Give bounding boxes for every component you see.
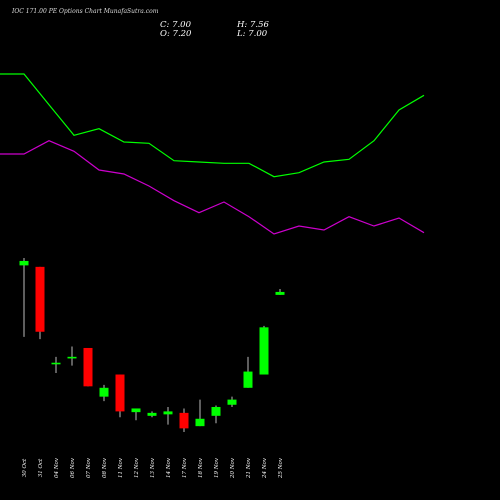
candle-body-up [163,411,173,415]
candle-body-down [35,266,45,332]
candle-body-up [227,399,237,405]
x-axis-ticks: 30 Oct 31 Oct 04 Nov 06 Nov 07 Nov 08 Nov 11 N… [22,457,284,479]
ma-long-line [0,140,425,235]
candle [195,399,205,427]
close-value: C: 7.00 [160,20,191,30]
low-value: L: 7.00 [237,29,268,39]
x-tick-label: 14 Nov [166,457,172,478]
candle-body-down [179,412,189,429]
candle [163,406,173,425]
moving-averages [0,73,425,235]
candle-body-up [243,371,253,388]
x-tick-label: 07 Nov [86,457,92,478]
x-tick-label: 11 Nov [118,457,124,478]
x-tick-label: 30 Oct [22,458,28,477]
x-tick-label: 31 Oct [38,458,44,477]
candle [259,325,269,375]
candle [211,405,221,424]
candle [179,408,189,433]
x-tick-label: 18 Nov [198,457,204,478]
candle [99,384,109,402]
candle-body-up [99,387,109,397]
x-tick-label: 19 Nov [214,457,220,478]
x-tick-label: 08 Nov [102,457,108,478]
ma-short-line [0,73,425,178]
candle-body-up [275,291,285,295]
candle [67,346,77,366]
candle-body-up [51,362,61,365]
x-tick-label: 21 Nov [246,457,252,479]
candle [275,288,285,295]
x-tick-label: 17 Nov [182,457,188,478]
candles [19,258,285,433]
high-value: H: 7.56 [237,20,269,30]
x-tick-label: 06 Nov [70,457,76,478]
chart-title: IOC 171.00 PE Options Chart MunafaSutra.… [12,8,159,15]
candle [243,356,253,388]
x-tick-label: 25 Nov [278,457,284,479]
candle-body-up [211,406,221,416]
candle [227,396,237,407]
x-tick-label: 24 Nov [262,457,268,479]
candle-body-up [67,356,77,359]
candle [83,347,93,387]
candle-body-up [131,408,141,413]
x-tick-label: 20 Nov [230,457,236,479]
candle-body-down [115,374,125,412]
candle [51,356,61,374]
candle [35,266,45,340]
x-tick-label: 12 Nov [134,457,140,478]
candle [115,374,125,418]
open-value: O: 7.20 [160,29,192,39]
candle-body-up [147,412,157,416]
candle [131,408,141,421]
candle-body-up [195,418,205,427]
x-tick-label: 13 Nov [150,457,156,478]
candle-body-up [259,327,269,375]
candle [147,411,157,418]
x-tick-label: 04 Nov [54,457,60,478]
candle [19,258,29,337]
candle-body-up [19,260,29,266]
candle-body-down [83,347,93,387]
